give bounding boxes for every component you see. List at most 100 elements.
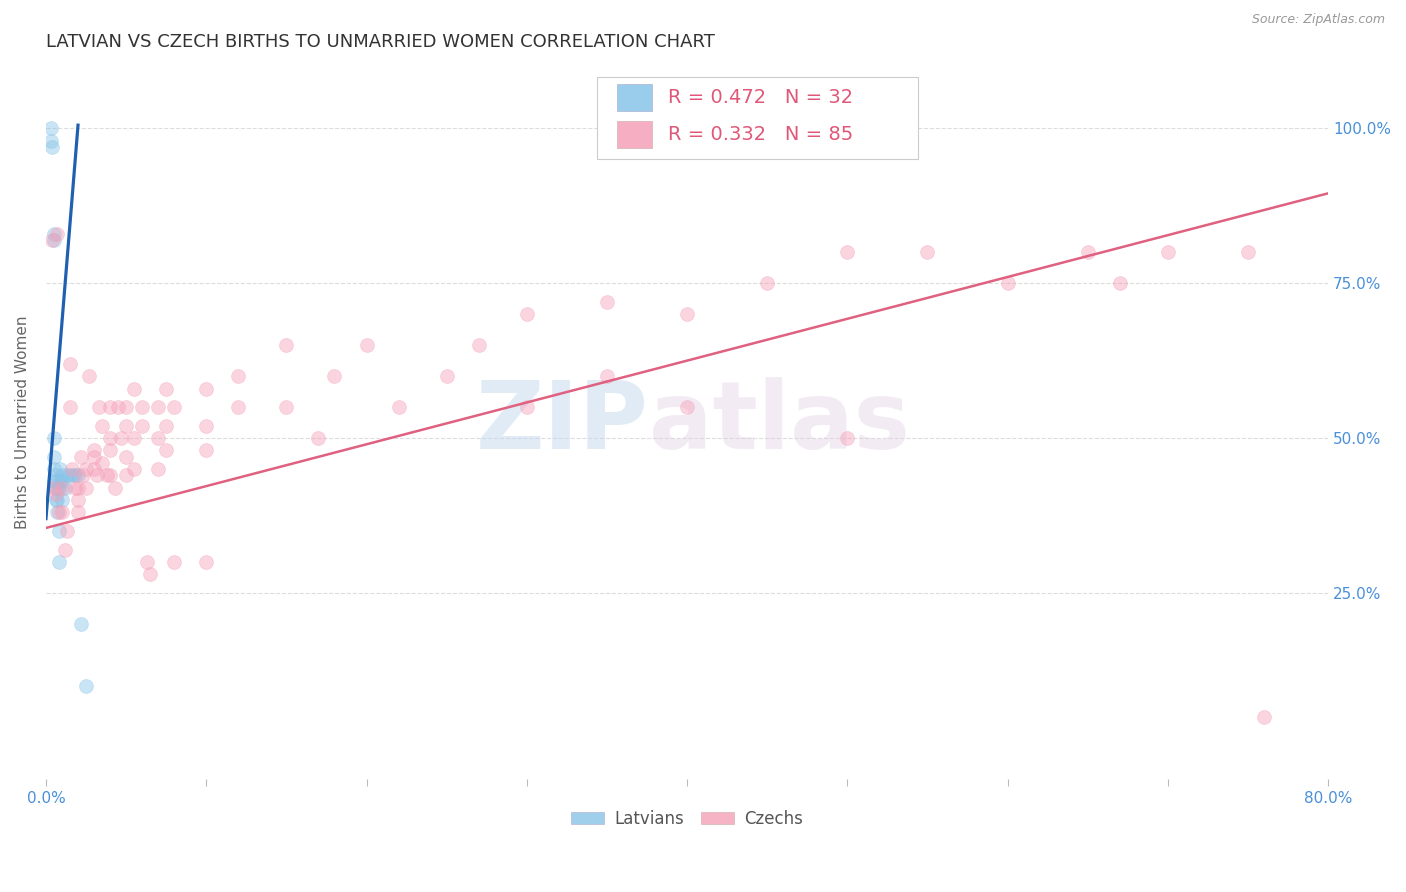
Point (146, 462, 169, 476)
Point (41, 140, 63, 154)
Text: Source: ZipAtlas.com: Source: ZipAtlas.com (1251, 13, 1385, 27)
Point (45, 487, 67, 501)
Point (46, 475, 69, 489)
Point (60, 462, 83, 476)
Point (96, 468, 118, 483)
Point (56, 468, 79, 483)
Point (83, 443, 105, 458)
Point (115, 418, 138, 433)
Point (63, 468, 86, 483)
Point (42, 475, 65, 489)
Bar (617, 84, 652, 111)
Point (66, 506, 89, 520)
Point (195, 443, 218, 458)
Point (42, 450, 65, 464)
Point (163, 555, 186, 569)
Point (467, 338, 489, 352)
Point (837, 245, 859, 260)
Point (42, 462, 65, 476)
Point (53, 481, 76, 495)
Point (48, 524, 70, 538)
Point (63, 481, 86, 495)
Point (51, 506, 73, 520)
Point (46, 493, 69, 508)
Point (51, 475, 73, 489)
Point (107, 400, 129, 414)
Point (45, 493, 67, 508)
Point (104, 481, 127, 495)
Point (49, 475, 72, 489)
Point (87, 400, 110, 414)
Point (51, 493, 73, 508)
Point (62, 468, 84, 483)
Point (98, 431, 121, 445)
Point (45, 468, 67, 483)
Point (163, 400, 186, 414)
Point (756, 276, 779, 290)
Text: atlas: atlas (648, 376, 910, 468)
Point (39, 121, 62, 136)
Point (307, 431, 329, 445)
Point (59, 400, 82, 414)
Point (86, 468, 108, 483)
Point (56, 524, 79, 538)
Point (70, 617, 93, 632)
Point (110, 431, 132, 445)
Point (83, 462, 105, 476)
Point (436, 369, 458, 384)
Bar (617, 121, 652, 148)
Point (59, 468, 82, 483)
Point (48, 481, 70, 495)
Y-axis label: Births to Unmarried Women: Births to Unmarried Women (15, 316, 30, 529)
Point (155, 382, 177, 396)
Point (387, 400, 409, 414)
Point (75, 481, 97, 495)
Point (75, 462, 97, 476)
Point (91, 418, 114, 433)
Point (98, 400, 121, 414)
Point (66, 481, 89, 495)
Point (46, 506, 69, 520)
Point (155, 418, 177, 433)
Point (997, 276, 1019, 290)
Point (115, 450, 138, 464)
Point (122, 462, 145, 476)
Point (98, 468, 121, 483)
Point (195, 418, 218, 433)
Point (516, 307, 538, 321)
Text: R = 0.332   N = 85: R = 0.332 N = 85 (668, 125, 853, 145)
Point (51, 468, 73, 483)
Point (139, 567, 162, 582)
Point (42, 227, 65, 241)
Point (46, 227, 69, 241)
Point (91, 456, 114, 470)
Point (59, 357, 82, 371)
FancyBboxPatch shape (598, 77, 918, 159)
Point (72, 468, 94, 483)
Point (49, 462, 72, 476)
Point (98, 443, 121, 458)
Point (516, 400, 538, 414)
Point (136, 555, 159, 569)
Point (146, 431, 169, 445)
Point (226, 400, 249, 414)
Point (1157, 245, 1180, 260)
Point (356, 338, 378, 352)
Point (155, 443, 177, 458)
Text: ZIP: ZIP (475, 376, 648, 468)
Point (131, 400, 153, 414)
Point (596, 369, 619, 384)
Point (122, 431, 145, 445)
Point (48, 555, 70, 569)
Point (1077, 245, 1099, 260)
Point (276, 338, 298, 352)
Text: LATVIAN VS CZECH BIRTHS TO UNMARRIED WOMEN CORRELATION CHART: LATVIAN VS CZECH BIRTHS TO UNMARRIED WOM… (46, 33, 714, 51)
Point (131, 418, 153, 433)
Point (75, 679, 97, 693)
Point (77, 369, 100, 384)
Point (39, 134, 62, 148)
Point (195, 555, 218, 569)
Text: R = 0.472   N = 32: R = 0.472 N = 32 (668, 87, 853, 107)
Point (66, 493, 89, 508)
Point (41, 233, 63, 247)
